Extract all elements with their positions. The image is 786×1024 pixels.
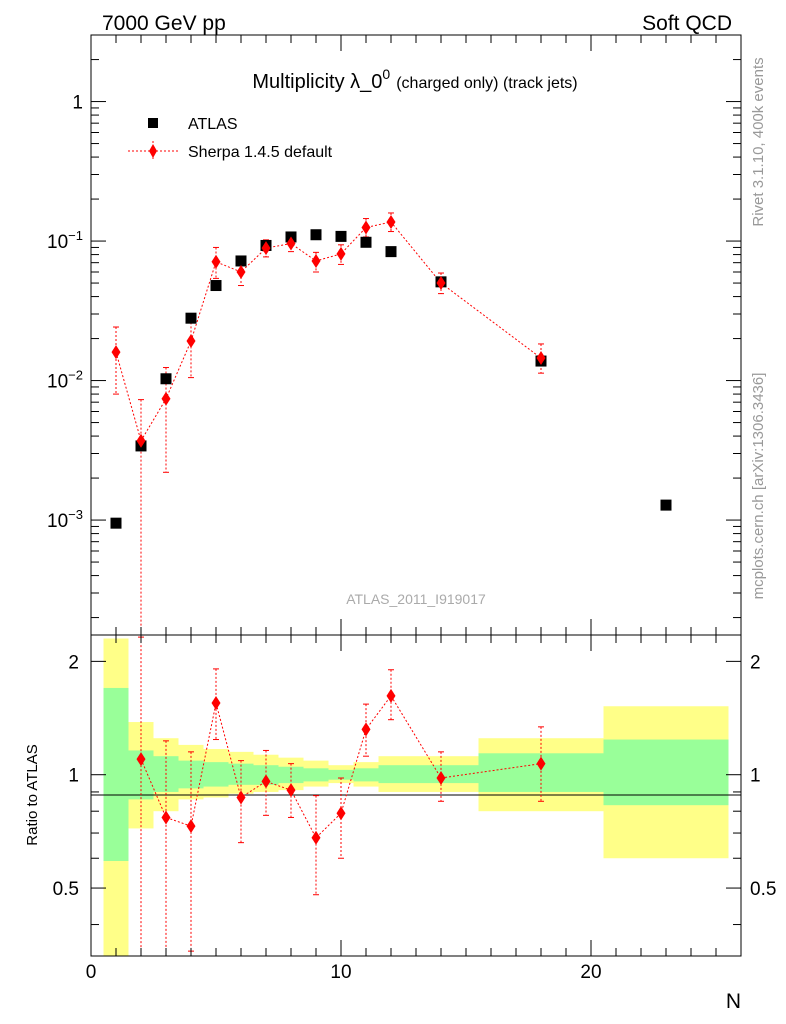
atlas-point (335, 230, 347, 242)
ratio-point (436, 771, 446, 786)
header-right: Soft QCD (642, 12, 732, 35)
sherpa-line (115, 221, 542, 443)
atlas-point (185, 312, 197, 324)
atlas-point (160, 373, 172, 385)
chart-title: Multiplicity λ_00 (charged only) (track j… (252, 66, 577, 93)
ratio-point (286, 783, 296, 798)
atlas-point (310, 229, 322, 241)
ratio-y-tick-label: 1 (68, 766, 79, 787)
atlas-point (210, 280, 222, 292)
ratio-band-inner (278, 766, 304, 784)
atlas-point (235, 255, 247, 267)
main-marks (110, 212, 672, 635)
ratio-band-inner (103, 687, 129, 861)
atlas-point (385, 246, 397, 258)
sherpa-point (336, 246, 346, 261)
ratio-point (261, 774, 271, 789)
legend-sherpa-label: Sherpa 1.4.5 default (188, 144, 333, 161)
ratio-point (386, 688, 396, 703)
ratio-band-inner (603, 739, 729, 806)
sherpa-point (436, 276, 446, 291)
ratio-panel: 0.5 0.51 12 20 10 20 Ratio to ATLAS N (24, 634, 776, 1013)
ratio-band-inner (328, 769, 354, 780)
ratio-y-tick-label: 2 (68, 652, 79, 673)
x-axis-label: N (726, 990, 741, 1013)
ratio-y-tick-label: 0.5 (53, 879, 79, 900)
x-tick-label: 10 (330, 962, 351, 983)
chart-title-small: (charged only) (track jets) (396, 75, 577, 92)
ratio-point (536, 756, 546, 771)
header-left: 7000 GeV pp (102, 12, 226, 35)
legend-atlas-marker (148, 118, 158, 128)
y-tick-label: 10−2 (47, 368, 83, 393)
legend-sherpa-marker (149, 144, 157, 158)
mcplots-label: mcplots.cern.ch [arXiv:1306.3436] (750, 373, 767, 600)
y-tick-label: 1 (72, 93, 83, 114)
chart-title-sup: 0 (382, 66, 390, 82)
rivet-label: Rivet 3.1.10, 400k events (750, 57, 767, 226)
sherpa-point (286, 236, 296, 251)
ratio-band-inner (428, 765, 479, 784)
ratio-point (311, 830, 321, 845)
ratio-point (336, 806, 346, 821)
ratio-y-tick-label-right: 0.5 (750, 879, 776, 900)
ratio-y-tick-label-right: 1 (750, 766, 761, 787)
sherpa-point (111, 345, 121, 360)
sherpa-point (136, 433, 146, 448)
ratio-marks (136, 636, 546, 957)
watermark: ATLAS_2011_I919017 (346, 591, 486, 607)
y-tick-label: 10−1 (47, 228, 83, 253)
ratio-axes: 0.5 0.51 12 20 10 20 (53, 635, 776, 983)
ratio-point (136, 752, 146, 767)
ratio-band-inner (378, 765, 429, 784)
x-tick-label: 0 (86, 962, 97, 983)
ratio-y-tick-label-right: 2 (750, 652, 761, 673)
sherpa-point (386, 214, 396, 229)
x-tick-label: 20 (580, 962, 601, 983)
sherpa-point (211, 254, 221, 269)
ratio-band-inner (303, 768, 329, 782)
sherpa-point (261, 241, 271, 256)
ratio-point (361, 722, 371, 737)
ratio-band-inner (203, 762, 229, 787)
atlas-point (360, 236, 372, 248)
ratio-point (211, 696, 221, 711)
ratio-point (236, 790, 246, 805)
y-tick-label: 10−3 (47, 507, 83, 532)
sherpa-point (311, 253, 321, 268)
sherpa-point (536, 351, 546, 366)
ratio-point (186, 819, 196, 834)
ratio-band-inner (353, 768, 379, 782)
legend: ATLAS Sherpa 1.4.5 default (128, 116, 333, 161)
chart-title-main: Multiplicity λ_0 (252, 71, 382, 93)
sherpa-point (236, 265, 246, 280)
main-axes: 1 10−1 10−2 10−3 (47, 34, 742, 635)
sherpa-point (361, 220, 371, 235)
sherpa-point (186, 334, 196, 349)
ratio-point (161, 810, 171, 825)
ratio-ylabel: Ratio to ATLAS (24, 744, 41, 845)
sherpa-point (161, 391, 171, 406)
legend-atlas-label: ATLAS (188, 116, 238, 133)
atlas-point (110, 517, 122, 529)
atlas-point (660, 499, 672, 511)
